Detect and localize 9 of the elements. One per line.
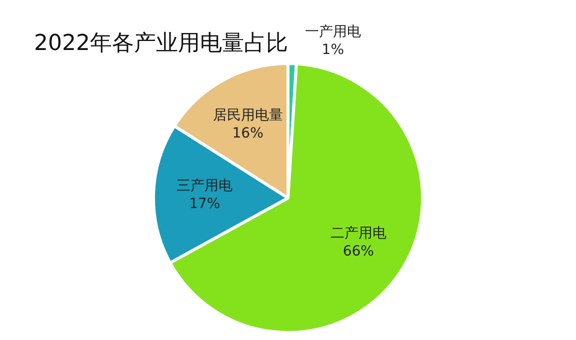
slice-label: 三产用电 [176, 178, 233, 194]
data-label: 17% [189, 196, 220, 212]
data-label: 16% [232, 126, 264, 142]
slice-label: 一产用电 [304, 24, 361, 40]
data-label: 66% [342, 243, 374, 260]
chart-title: 2022年各产业用电量占比 [34, 30, 288, 58]
slice-label: 居民用电量 [212, 108, 283, 124]
slice-label: 二产用电 [330, 225, 386, 242]
data-label: 1% [322, 42, 344, 58]
